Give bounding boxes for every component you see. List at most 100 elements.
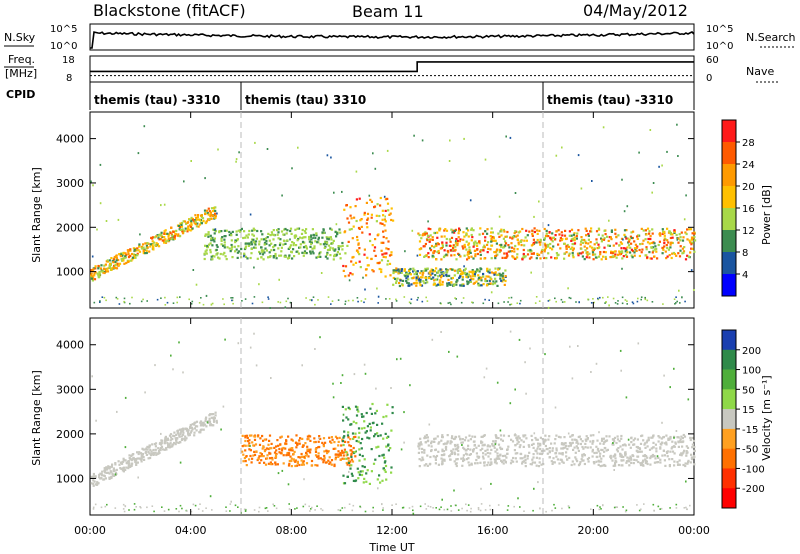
echo-cell [417, 445, 420, 448]
echo-cell [342, 457, 345, 460]
echo-cell [385, 478, 388, 481]
echo-cell [262, 446, 265, 449]
range-tick: 1000 [56, 472, 84, 485]
echo-cell [462, 459, 465, 463]
echo-cell [498, 235, 501, 238]
echo-cell [661, 246, 664, 249]
echo-cell [300, 459, 303, 462]
echo-cell [221, 236, 224, 239]
echo-cell [486, 451, 489, 455]
echo-cell [449, 301, 451, 304]
echo-cell [92, 472, 95, 476]
echo-cell [334, 458, 337, 461]
echo-cell [665, 441, 668, 444]
colorbar-tick: 4 [742, 270, 748, 281]
echo-cell [470, 255, 473, 258]
echo-cell [443, 229, 446, 232]
echo-cell [205, 252, 208, 255]
echo-cell [103, 471, 107, 474]
echo-cell [125, 253, 128, 256]
echo-cell [467, 252, 470, 256]
echo-cell [250, 247, 253, 250]
echo-cell [625, 509, 628, 512]
echo-cell [465, 503, 467, 506]
echo-cell [463, 439, 467, 442]
echo-cell [155, 453, 158, 456]
echo-cell [299, 456, 302, 459]
echo-cell [183, 180, 185, 183]
echo-cell [680, 435, 683, 438]
echo-cell [450, 437, 453, 440]
echo-cell [322, 461, 325, 464]
echo-cell [510, 242, 513, 245]
echo-cell [581, 453, 584, 456]
echo-cell [599, 442, 602, 445]
echo-cell [631, 236, 634, 240]
echo-cell [613, 454, 616, 457]
echo-cell [123, 256, 126, 260]
echo-cell [357, 410, 360, 413]
echo-cell [616, 506, 618, 508]
echo-cell [231, 256, 234, 259]
echo-cell [681, 445, 684, 448]
echo-cell [272, 246, 275, 249]
echo-cell [345, 454, 348, 457]
echo-cell [455, 240, 457, 243]
echo-cell [254, 240, 258, 243]
echo-cell [486, 243, 489, 246]
echo-cell [621, 444, 625, 447]
time-tick: 00:00 [678, 524, 710, 537]
echo-cell [535, 241, 538, 244]
echo-cell [440, 506, 442, 508]
echo-cell [470, 228, 473, 231]
echo-cell [584, 446, 587, 449]
echo-cell [535, 464, 538, 467]
echo-cell [344, 230, 347, 233]
echo-cell [157, 449, 161, 452]
echo-cell [195, 216, 198, 220]
echo-cell [455, 448, 459, 451]
echo-cell [460, 301, 463, 304]
echo-cell [521, 258, 524, 261]
echo-cell [513, 247, 516, 250]
echo-cell [543, 238, 546, 241]
echo-cell [443, 235, 446, 238]
echo-cell [368, 233, 371, 236]
echo-cell [343, 448, 346, 451]
echo-cell [675, 503, 678, 506]
echo-cell [331, 438, 334, 441]
echo-cell [100, 264, 103, 267]
echo-cell [363, 301, 365, 304]
echo-cell [576, 440, 579, 443]
echo-cell [673, 231, 676, 234]
echo-cell [578, 301, 580, 304]
echo-cell [477, 276, 481, 279]
echo-cell [520, 452, 523, 456]
echo-cell [536, 238, 539, 242]
echo-cell [584, 240, 587, 243]
echo-cell [597, 227, 600, 230]
echo-cell [245, 455, 248, 458]
echo-cell [240, 247, 243, 251]
colorbar-tick: 12 [742, 226, 755, 237]
echo-cell [332, 382, 334, 385]
echo-cell [113, 264, 116, 267]
echo-cell [374, 254, 377, 257]
echo-cell [479, 253, 482, 256]
echo-cell [463, 265, 465, 268]
echo-cell [285, 454, 288, 457]
echo-cell [153, 236, 157, 239]
echo-cell [671, 446, 674, 449]
echo-cell [366, 436, 369, 439]
echo-cell [451, 451, 454, 454]
echo-cell [296, 239, 299, 242]
echo-cell [108, 264, 111, 267]
echo-cell [555, 257, 558, 260]
echo-cell [421, 456, 424, 459]
echo-cell [485, 279, 488, 283]
echo-cell [583, 238, 586, 242]
echo-cell [582, 447, 585, 450]
echo-cell [501, 256, 504, 259]
echo-cell [583, 258, 586, 261]
echo-cell [277, 231, 280, 234]
